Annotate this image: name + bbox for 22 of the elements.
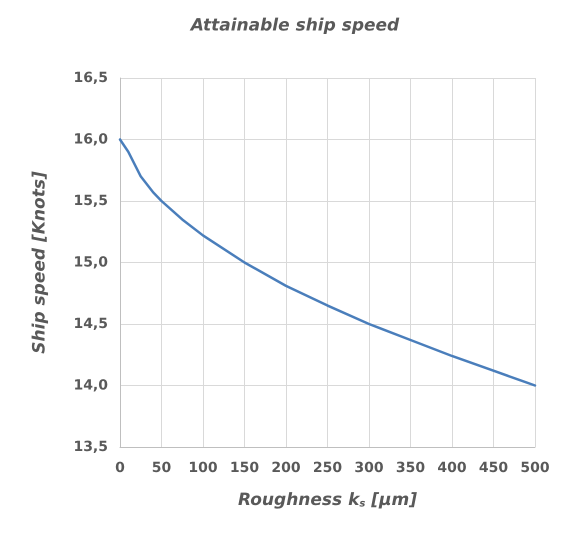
y-tick-label: 15,0 bbox=[73, 254, 108, 270]
x-tick-label: 100 bbox=[188, 460, 218, 476]
x-tick-label: 300 bbox=[354, 460, 384, 476]
x-tick-label: 400 bbox=[437, 460, 467, 476]
x-tick-label: 0 bbox=[115, 460, 126, 476]
y-tick-label: 13,5 bbox=[73, 439, 108, 455]
x-tick-label: 500 bbox=[520, 460, 550, 476]
y-tick-label: 15,5 bbox=[73, 193, 108, 209]
y-axis-title: Ship speed [Knots] bbox=[30, 171, 50, 354]
y-tick-label: 16,0 bbox=[73, 132, 108, 148]
x-tick-label: 200 bbox=[271, 460, 301, 476]
x-tick-label: 450 bbox=[478, 460, 508, 476]
x-axis-title: Roughness ks [μm] bbox=[238, 490, 418, 510]
line-series bbox=[118, 138, 536, 387]
y-tick-label: 14,0 bbox=[73, 378, 108, 394]
x-tick-label: 250 bbox=[312, 460, 342, 476]
x-tick-label: 150 bbox=[230, 460, 260, 476]
y-tick-label: 16,5 bbox=[73, 70, 108, 86]
x-tick-label: 50 bbox=[152, 460, 172, 476]
chart-title: Attainable ship speed bbox=[188, 16, 400, 36]
x-tick-label: 350 bbox=[396, 460, 426, 476]
y-tick-label: 14,5 bbox=[73, 316, 108, 332]
